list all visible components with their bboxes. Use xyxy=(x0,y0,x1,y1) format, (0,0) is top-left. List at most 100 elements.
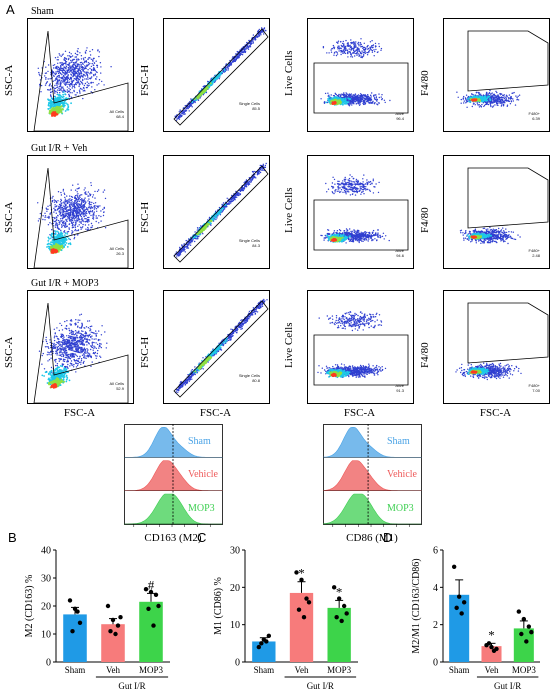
gate-name: Single Cells xyxy=(238,101,260,106)
flow-plot: All Cells 26.3 xyxy=(27,155,134,269)
data-point xyxy=(516,609,522,614)
gate-label: All Cells 26.3 xyxy=(110,246,124,256)
panel-letter-b: B xyxy=(8,530,17,545)
flow-density xyxy=(173,162,269,263)
flow-plot: Alive 91.3 xyxy=(307,290,414,404)
flow-density xyxy=(313,174,409,251)
data-point xyxy=(526,624,532,629)
y-tick-label: 40 xyxy=(41,546,51,557)
data-point xyxy=(108,629,113,634)
data-point xyxy=(521,616,527,622)
histogram-label: MOP3 xyxy=(387,502,414,514)
bar xyxy=(289,592,314,662)
data-point xyxy=(486,641,492,646)
data-point xyxy=(72,606,78,611)
flow-group-label: Sham xyxy=(31,6,54,17)
histogram-label: Vehicle xyxy=(387,469,417,481)
gate-value: 85.5 xyxy=(252,106,260,111)
data-point xyxy=(105,603,111,609)
data-point xyxy=(70,629,75,634)
flow-plot: Alive 96.4 xyxy=(307,18,414,132)
data-point xyxy=(306,600,312,605)
data-point xyxy=(341,603,347,609)
histogram-panel xyxy=(124,424,223,527)
y-axis-label: M2 (CD163) % xyxy=(24,575,35,638)
data-point xyxy=(151,623,156,628)
data-point xyxy=(256,644,262,650)
gate-name: All Cells xyxy=(109,246,124,251)
flow-density xyxy=(455,302,549,381)
flow-plot: Single Cells 85.5 xyxy=(163,18,270,132)
y-tick-label: 10 xyxy=(230,620,240,631)
data-point xyxy=(339,618,344,624)
y-tick-label: 0 xyxy=(235,658,240,669)
flow-group-label: Gut I/R + Veh xyxy=(31,143,88,154)
data-point xyxy=(294,570,299,575)
flow-group-label: Gut I/R + MOP3 xyxy=(31,278,99,289)
bar xyxy=(139,601,163,662)
data-point xyxy=(529,629,534,635)
gate-name: All Cells xyxy=(109,381,124,386)
data-point xyxy=(113,631,118,637)
data-point xyxy=(331,585,337,590)
significance-marker: * xyxy=(336,584,343,599)
data-point xyxy=(336,596,342,601)
flow-density xyxy=(173,298,269,398)
flow-plot: All Cells 68.4 xyxy=(27,18,134,132)
data-point xyxy=(67,598,73,603)
bar xyxy=(63,614,87,662)
flow-plot: Single Cells 84.3 xyxy=(163,155,270,269)
group-label: Gut I/R xyxy=(494,681,521,691)
y-tick-label: 20 xyxy=(230,583,240,594)
gate-label: All Cells 52.9 xyxy=(110,381,124,391)
data-point xyxy=(299,577,304,583)
gate-value: 96.4 xyxy=(396,116,404,121)
gate-value: 7.00 xyxy=(532,388,540,393)
data-point xyxy=(296,607,302,612)
significance-marker: * xyxy=(298,566,305,581)
gate-value: 94.6 xyxy=(396,253,404,258)
flow-density xyxy=(33,302,129,403)
flow-density xyxy=(313,38,409,114)
histogram-panel xyxy=(323,424,422,527)
gate-name: Alive xyxy=(395,248,404,253)
panel-letter-c: C xyxy=(197,530,207,545)
bar xyxy=(513,628,534,662)
flow-plot: F480+ 2.48 xyxy=(443,155,550,269)
bar xyxy=(252,641,276,662)
data-point xyxy=(456,594,462,599)
gate-name: Alive xyxy=(395,111,404,116)
y-tick-label: 6 xyxy=(433,546,438,557)
y-tick-label: 20 xyxy=(41,602,51,613)
y-axis-label: M2/M1 (CD163/CD86) xyxy=(411,558,422,653)
y-tick-label: 2 xyxy=(433,620,438,631)
gate-label: F480+ 2.48 xyxy=(529,248,540,258)
data-point xyxy=(266,633,272,639)
data-point xyxy=(153,592,159,597)
histogram-label: Vehicle xyxy=(188,469,218,481)
y-tick-label: 0 xyxy=(46,658,51,669)
data-point xyxy=(264,639,269,644)
gate-label: Single Cells 84.3 xyxy=(239,238,260,248)
significance-marker: # xyxy=(148,577,155,592)
histogram-label: Sham xyxy=(188,436,211,447)
category-label: Sham xyxy=(254,665,275,675)
data-point xyxy=(110,617,116,623)
data-point xyxy=(146,606,151,611)
data-point xyxy=(304,596,309,601)
gate-name: Alive xyxy=(395,383,404,388)
gate-value: 52.9 xyxy=(116,386,124,391)
gate-value: 84.3 xyxy=(252,243,260,248)
flow-xlabel: FSC-A xyxy=(199,407,232,419)
data-point xyxy=(491,648,497,653)
gate-label: Single Cells 80.8 xyxy=(239,373,260,383)
gate-label: F480+ 6.39 xyxy=(529,111,540,121)
category-label: Sham xyxy=(449,665,470,675)
data-point xyxy=(344,611,349,616)
data-point xyxy=(115,623,121,628)
bar xyxy=(101,624,125,662)
data-point xyxy=(489,644,494,650)
group-label: Gut I/R xyxy=(118,681,145,691)
bar xyxy=(327,607,351,662)
